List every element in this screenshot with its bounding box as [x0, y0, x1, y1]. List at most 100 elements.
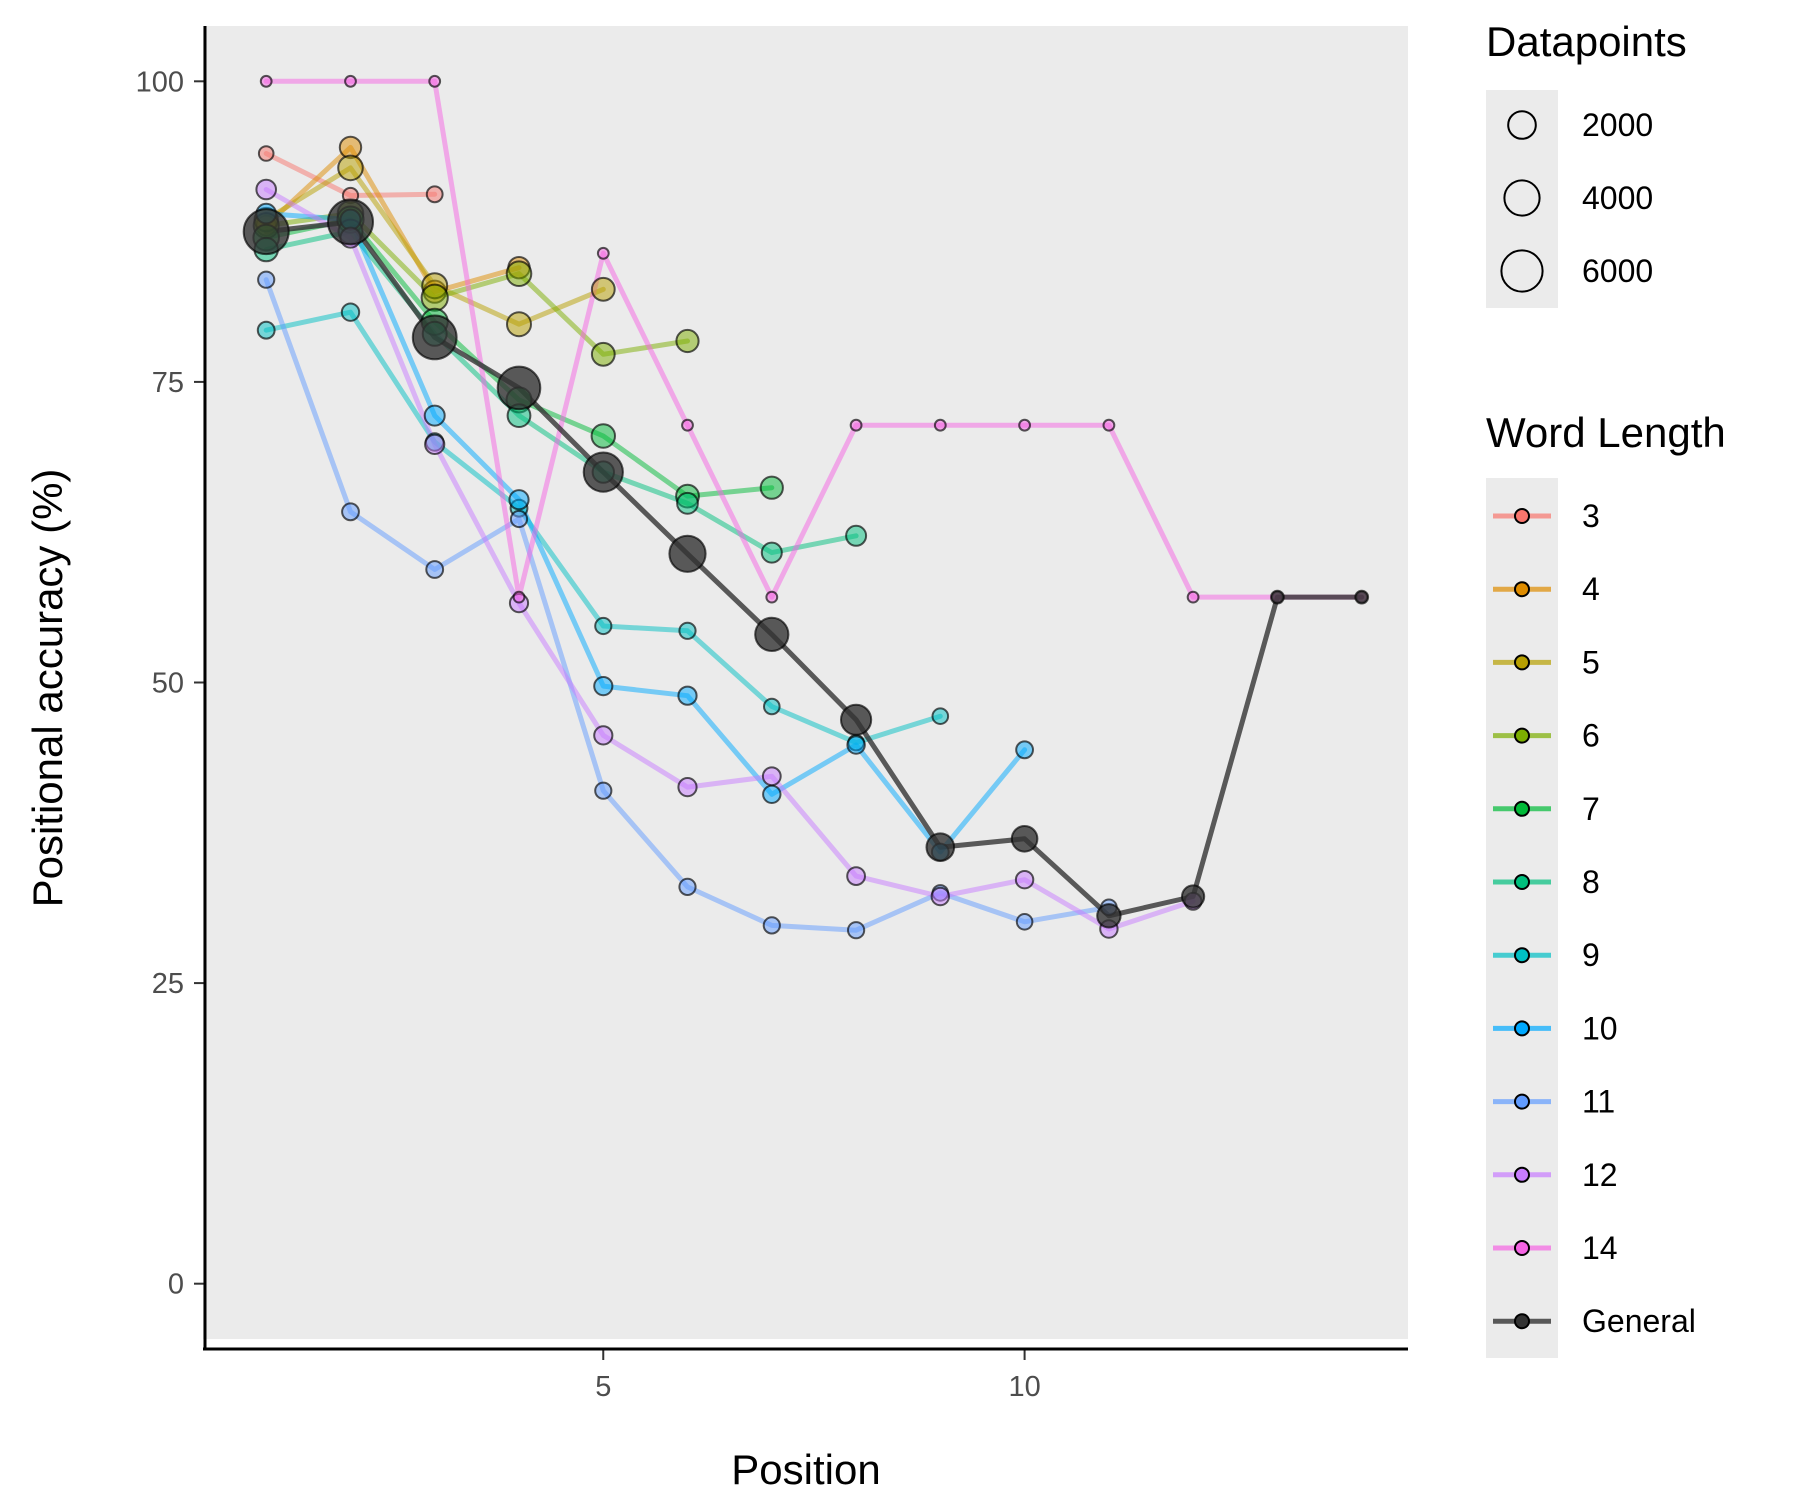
data-point-general: [925, 832, 956, 863]
series-line-12: [263, 187, 1196, 932]
legend-label-12: 12: [1582, 1157, 1618, 1193]
data-point-11: [847, 921, 866, 940]
legend-label-9: 9: [1582, 937, 1600, 973]
data-point-14: [681, 418, 694, 432]
data-point-12: [677, 777, 698, 798]
data-point-10: [762, 784, 782, 804]
data-point-general: [1181, 884, 1206, 909]
data-point-14: [1018, 418, 1031, 432]
legend-key-point-11: [1514, 1093, 1530, 1110]
data-point-11: [1015, 913, 1034, 931]
data-point-6: [590, 341, 616, 367]
data-point-8: [676, 491, 699, 515]
legend-key-point-8: [1514, 874, 1530, 890]
data-point-general: [754, 616, 790, 653]
data-point-12: [593, 725, 614, 746]
x-axis-title: Position: [731, 1446, 880, 1493]
data-point-general: [1354, 589, 1370, 605]
data-point-9: [594, 616, 613, 636]
legend-key-point-12: [1514, 1166, 1530, 1183]
x-tick-label: 5: [595, 1371, 611, 1403]
data-point-12: [846, 866, 866, 886]
data-point-5: [590, 276, 616, 302]
legend-label-4: 4: [1582, 571, 1600, 607]
legend-label-14: 14: [1582, 1230, 1618, 1266]
series-line-14: [263, 78, 1365, 600]
size-legend-label: 2000: [1582, 107, 1653, 143]
data-point-9: [340, 302, 361, 322]
data-point-6: [675, 328, 700, 354]
legend-key-point-4: [1514, 581, 1530, 598]
data-point-14: [849, 418, 863, 432]
y-tick-label: 100: [136, 66, 184, 98]
size-legend-title: Datapoints: [1486, 18, 1687, 65]
color-legend: 3 4 5 6 7 8 9 10 11 12 14 General: [1493, 498, 1696, 1339]
data-point-general: [840, 703, 873, 736]
y-axis-title: Positional accuracy (%): [24, 469, 71, 908]
x-tick-label: 10: [1008, 1371, 1040, 1403]
data-point-5: [337, 154, 364, 182]
data-point-11: [509, 509, 529, 529]
data-point-7: [590, 423, 616, 449]
data-point-10: [846, 735, 866, 755]
size-legend-key-background: [1486, 90, 1558, 308]
data-point-9: [931, 707, 950, 726]
legend-label-6: 6: [1582, 718, 1600, 754]
data-point-12: [761, 766, 782, 787]
data-point-8: [760, 541, 783, 564]
legend-key-point-14: [1514, 1240, 1530, 1256]
legend-key-point-7: [1514, 800, 1530, 817]
data-point-10: [423, 404, 446, 427]
data-point-12: [255, 178, 278, 201]
color-legend-title: Word Length: [1486, 409, 1726, 456]
data-point-3: [425, 185, 444, 204]
size-legend-key: [1503, 179, 1541, 217]
data-point-14: [933, 418, 947, 432]
y-tick-label: 75: [152, 367, 184, 399]
legend-key-point-6: [1514, 727, 1530, 744]
data-point-11: [594, 781, 613, 800]
size-legend-label: 4000: [1582, 180, 1653, 216]
data-point-general: [327, 198, 374, 246]
size-legend-key: [1500, 249, 1544, 293]
data-point-14: [512, 590, 526, 604]
data-point-14: [344, 74, 357, 88]
data-point-6: [505, 260, 533, 288]
data-point-general: [242, 208, 290, 256]
series-line-10: [263, 211, 1028, 855]
data-point-11: [678, 877, 697, 897]
legend-label-7: 7: [1582, 791, 1600, 827]
data-point-12: [930, 886, 950, 907]
data-point-6: [420, 283, 449, 312]
data-point-9: [763, 697, 781, 716]
legend-key-point-3: [1514, 508, 1530, 524]
size-legend: 2000 4000 6000: [1500, 107, 1653, 293]
size-legend-label: 6000: [1582, 253, 1653, 289]
series-points: [242, 74, 1370, 940]
y-tick-label: 50: [152, 668, 184, 700]
data-point-7: [759, 475, 784, 500]
data-point-11: [257, 270, 276, 289]
legend-key-point-general: [1514, 1313, 1530, 1330]
data-point-9: [678, 621, 697, 640]
legend-label-5: 5: [1582, 644, 1600, 680]
legend-label-10: 10: [1582, 1010, 1618, 1046]
legend-label-3: 3: [1582, 498, 1600, 534]
data-point-14: [259, 74, 273, 88]
data-point-9: [256, 320, 276, 340]
data-point-10: [593, 676, 614, 697]
data-point-11: [425, 560, 445, 579]
legend-label-general: General: [1582, 1303, 1696, 1339]
legend-key-point-10: [1514, 1020, 1530, 1037]
data-point-5: [506, 311, 532, 338]
legend-key-point-5: [1514, 654, 1530, 671]
legend-label-11: 11: [1582, 1084, 1615, 1120]
color-legend-key-background: [1486, 478, 1558, 1358]
data-point-general: [411, 314, 458, 361]
legend-key-point-9: [1514, 947, 1530, 964]
data-point-12: [424, 433, 446, 455]
data-point-11: [341, 502, 360, 522]
data-point-3: [257, 145, 275, 162]
x-axis-ticks: 5 10: [595, 1350, 1041, 1403]
